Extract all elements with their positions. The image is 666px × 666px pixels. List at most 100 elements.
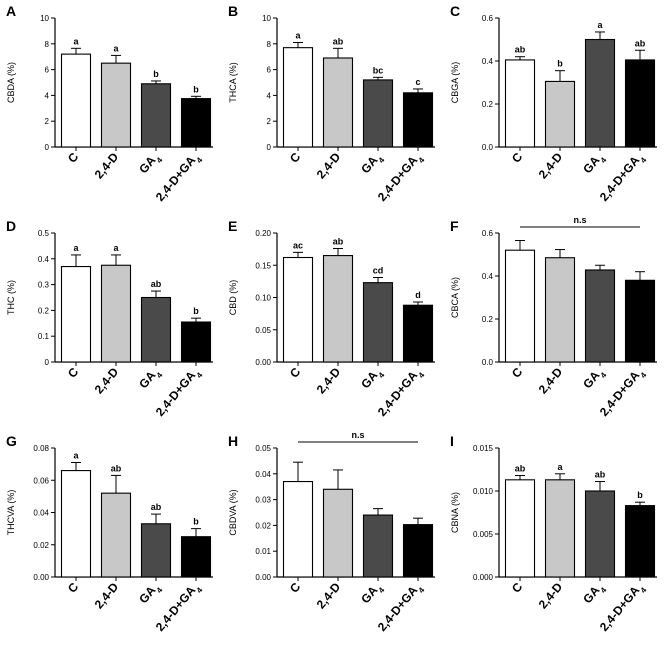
x-tick-label: 2,4-D+GA4 [597,150,649,207]
x-tick-subscript: 4 [598,585,608,595]
panel-label: E [228,218,237,234]
y-tick-label: 2 [45,117,50,126]
bar-3 [362,282,394,363]
panel-e: E CBD (%) 0.00 0.05 0.10 0.15 0.20 ac Cab 2,4-D cd… [228,218,435,422]
significance-label: c [415,77,420,87]
bar-1 [60,470,92,578]
x-tick-label: 2,4-D [92,150,122,182]
x-tick-text: 2,4-D [92,150,122,182]
x-tick-label: GA4 [136,150,164,179]
x-tick-label: C [287,580,304,596]
y-axis-label: CBCA (%) [450,277,460,318]
x-tick-label: C [65,365,82,381]
x-tick-subscript: 4 [376,585,386,595]
x-tick-subscript: 4 [194,155,204,165]
x-tick-label: GA4 [358,580,386,609]
panel-c: C CBGA (%) 0.0 0.2 0.4 0.6 ab Cb 2,4-D a GA4 ab 2,4-… [450,3,657,207]
significance-label: ab [515,464,526,474]
significance-label: b [193,306,199,316]
x-tick-text: 2,4-D [536,150,566,182]
y-tick-label: 0.015 [473,444,494,453]
x-tick-text: C [65,150,82,166]
x-tick-subscript: 4 [154,155,164,165]
bar-3 [362,514,394,578]
y-tick-label: 2 [267,117,272,126]
panel-label: C [450,3,460,19]
y-tick-label: 0.6 [482,14,494,23]
significance-label: cd [373,266,384,276]
significance-label: b [557,59,563,69]
panel-label: D [6,218,16,234]
y-tick-label: 0.01 [255,547,271,556]
y-axis-label: THC (%) [6,280,16,315]
x-tick-text: 2,4-D [314,365,344,397]
panel-label: F [450,218,459,234]
y-tick-label: 0.005 [473,530,494,539]
x-tick-subscript: 4 [194,585,204,595]
bar-4 [624,59,656,148]
bar-1 [60,53,92,148]
x-tick-subscript: 4 [154,370,164,380]
x-tick-text: 2,4-D [536,580,566,612]
x-tick-label: 2,4-D [92,365,122,397]
x-tick-subscript: 4 [638,370,648,380]
significance-label: ab [333,36,344,46]
panel-d: D THC (%) 0 0.1 0.2 0.3 0.4 0.5 a Ca 2,4-D ab GA4 b 2,… [6,218,213,419]
x-tick-label: C [509,580,526,596]
x-tick-label: GA4 [580,365,608,394]
x-tick-text: 2,4-D [92,365,122,397]
y-tick-label: 8 [267,40,272,49]
x-tick-text: C [65,365,82,381]
bar-4 [402,304,434,363]
significance-label: bc [373,65,384,75]
x-tick-label: 2,4-D+GA4 [597,580,649,637]
bar-1 [504,249,536,363]
x-tick-label: 2,4-D+GA4 [375,365,427,422]
x-tick-text: C [509,150,526,166]
significance-label: ab [151,279,162,289]
bar-2 [544,257,576,363]
y-tick-label: 0.1 [38,332,50,341]
x-tick-text: 2,4-D [314,150,344,182]
y-tick-label: 0.02 [33,541,49,550]
x-tick-label: 2,4-D+GA4 [597,365,649,422]
bar-2 [322,255,354,363]
bar-3 [362,79,394,148]
significance-label: a [597,20,603,30]
x-tick-label: C [509,150,526,166]
x-tick-label: 2,4-D+GA4 [375,150,427,207]
x-tick-label: C [509,365,526,381]
y-tick-label: 0.04 [33,509,49,518]
bar-3 [140,523,172,578]
x-tick-label: GA4 [136,365,164,394]
x-tick-label: C [65,150,82,166]
bar-1 [504,59,536,148]
bar-3 [584,490,616,578]
x-tick-label: GA4 [358,150,386,179]
panel-g: G THCVA (%) 0.00 0.02 0.04 0.06 0.08 a Cab 2,4-D a… [6,433,213,634]
x-tick-label: 2,4-D+GA4 [375,580,427,637]
bar-1 [504,479,536,578]
bar-3 [140,296,172,363]
y-tick-label: 0.6 [482,229,494,238]
significance-label: b [637,490,643,500]
y-tick-label: 0.2 [482,315,494,324]
ns-label: n.s [351,430,364,440]
x-tick-subscript: 4 [638,155,648,165]
significance-label: ab [595,470,606,480]
y-tick-label: 0.15 [255,261,271,270]
significance-label: b [153,69,159,79]
bar-4 [402,524,434,578]
x-tick-label: 2,4-D [92,580,122,612]
x-tick-label: 2,4-D [314,580,344,612]
x-tick-text: C [287,365,304,381]
y-tick-label: 0.00 [33,573,49,582]
x-tick-text: 2,4-D [314,580,344,612]
y-tick-label: 0.00 [255,573,271,582]
bar-3 [584,269,616,363]
x-tick-label: 2,4-D [536,150,566,182]
x-tick-subscript: 4 [376,370,386,380]
y-axis-label: CBDA (%) [6,62,16,103]
